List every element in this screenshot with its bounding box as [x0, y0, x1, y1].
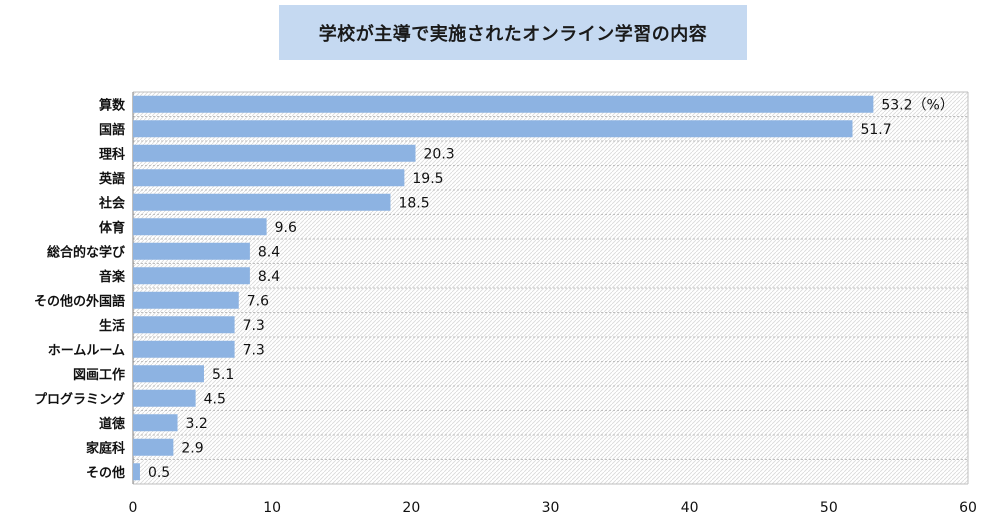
chart-title: 学校が主導で実施されたオンライン学習の内容 [318, 23, 708, 45]
x-tick-label: 20 [402, 500, 420, 516]
category-label: 算数 [99, 97, 126, 113]
bar [133, 316, 235, 334]
value-label: 8.4 [258, 269, 280, 285]
bar [133, 340, 235, 358]
category-label: 社会 [98, 195, 126, 211]
category-label: 図画工作 [73, 367, 125, 383]
category-label: その他の外国語 [34, 293, 125, 309]
bar [133, 414, 178, 432]
value-label: 9.6 [275, 220, 297, 236]
category-label: 生活 [99, 318, 125, 334]
x-tick-label: 30 [542, 500, 560, 516]
bar [133, 193, 391, 211]
category-label: 総合的な学び [47, 244, 126, 260]
bar [133, 169, 405, 187]
bar [133, 120, 853, 138]
bar [133, 95, 874, 113]
bar [133, 218, 267, 236]
bar [133, 267, 250, 285]
value-label: 51.7 [860, 122, 891, 138]
bar [133, 365, 204, 383]
value-label: 3.2 [186, 416, 208, 432]
value-label: 5.1 [212, 367, 234, 383]
category-label: 理科 [99, 146, 125, 162]
value-label: 19.5 [412, 171, 443, 187]
category-label: その他 [86, 465, 125, 481]
bar [133, 463, 140, 481]
chart-title-box: 学校が主導で実施されたオンライン学習の内容 [279, 5, 747, 60]
category-label: ホームルーム [48, 343, 125, 358]
value-label: 4.5 [204, 391, 226, 407]
bar [133, 144, 416, 162]
category-label: 英語 [98, 171, 125, 187]
bar [133, 389, 196, 407]
bar [133, 438, 174, 456]
value-label: 7.3 [243, 318, 265, 334]
category-label: 音楽 [99, 269, 126, 285]
bar [133, 291, 239, 309]
value-label: 8.4 [258, 244, 280, 260]
value-label: 7.6 [247, 293, 269, 309]
bar [133, 242, 250, 260]
x-tick-label: 10 [263, 500, 281, 516]
category-label: 国語 [99, 122, 125, 138]
x-tick-label: 50 [820, 500, 838, 516]
category-label: 家庭科 [86, 440, 125, 456]
x-tick-label: 0 [129, 500, 138, 516]
x-tick-label: 60 [959, 500, 977, 516]
category-label: プログラミング [34, 391, 125, 407]
value-label: 7.3 [243, 342, 265, 358]
x-tick-label: 40 [681, 500, 699, 516]
value-label: 2.9 [181, 440, 203, 456]
value-label: 20.3 [424, 146, 455, 162]
category-label: 体育 [99, 220, 125, 236]
value-label: 53.2（%） [881, 97, 953, 113]
value-label: 18.5 [398, 195, 429, 211]
category-label: 道徳 [99, 416, 125, 432]
value-label: 0.5 [148, 465, 170, 481]
